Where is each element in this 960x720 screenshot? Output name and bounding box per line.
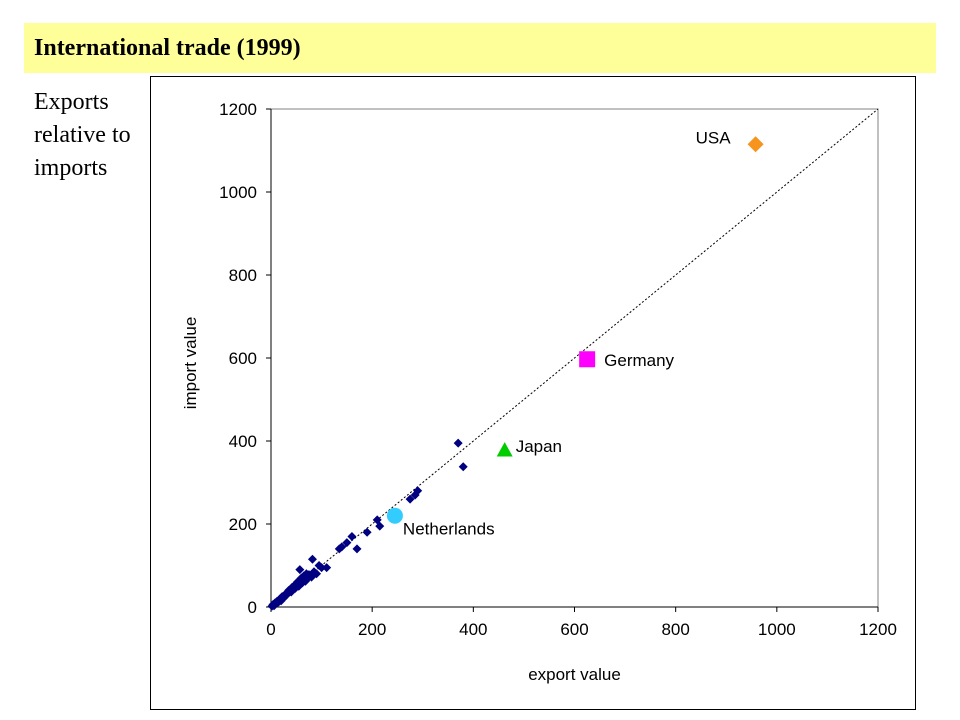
data-point xyxy=(342,538,352,548)
data-point xyxy=(458,462,468,472)
data-point xyxy=(312,569,322,579)
x-tick-label: 600 xyxy=(560,620,588,639)
x-tick-label: 800 xyxy=(661,620,689,639)
slide-title: International trade (1999) xyxy=(34,35,301,61)
data-point xyxy=(317,563,327,573)
data-point xyxy=(405,494,415,504)
point-netherlands xyxy=(386,507,403,524)
y-tick-label: 400 xyxy=(229,432,257,451)
data-point xyxy=(375,521,385,531)
data-point xyxy=(306,572,316,582)
y-tick-label: 800 xyxy=(229,266,257,285)
x-axis-label: export value xyxy=(528,665,621,684)
data-point xyxy=(413,486,423,496)
label-germany: Germany xyxy=(604,351,674,370)
x-tick-label: 400 xyxy=(459,620,487,639)
title-bar: International trade (1999) xyxy=(24,23,936,73)
data-point xyxy=(322,563,332,573)
x-tick-label: 200 xyxy=(358,620,386,639)
y-tick-label: 600 xyxy=(229,349,257,368)
data-point xyxy=(337,542,347,552)
y-tick-label: 1200 xyxy=(219,100,257,119)
reference-line xyxy=(270,108,879,608)
data-point xyxy=(347,531,357,541)
label-netherlands: Netherlands xyxy=(403,520,495,539)
y-tick-label: 1000 xyxy=(219,183,257,202)
y-tick-label: 0 xyxy=(248,598,257,617)
side-caption: Exports relative to imports xyxy=(34,88,144,187)
data-point xyxy=(453,438,463,448)
y-axis-label: import value xyxy=(181,317,200,410)
x-tick-label: 0 xyxy=(266,620,275,639)
data-point xyxy=(362,527,372,537)
point-germany xyxy=(579,351,596,368)
y-tick-label: 200 xyxy=(229,515,257,534)
side-caption-line-3: imports xyxy=(34,155,108,181)
x-tick-label: 1200 xyxy=(859,620,897,639)
scatter-chart: 0 200 400 600 800 1000 1200 0 200 400 600 800 1000 12… xyxy=(181,100,897,684)
side-caption-line-2: relative to xyxy=(34,122,131,148)
label-japan: Japan xyxy=(516,437,562,456)
data-point xyxy=(352,544,362,554)
point-japan xyxy=(496,442,513,457)
x-tick-label: 1000 xyxy=(758,620,796,639)
data-point xyxy=(307,554,317,564)
data-point xyxy=(295,565,305,575)
side-caption-line-1: Exports xyxy=(34,89,109,115)
point-usa xyxy=(747,136,764,153)
chart-frame: 0 200 400 600 800 1000 1200 0 200 400 600 800 1000 12… xyxy=(150,76,916,710)
label-usa: USA xyxy=(696,128,732,147)
